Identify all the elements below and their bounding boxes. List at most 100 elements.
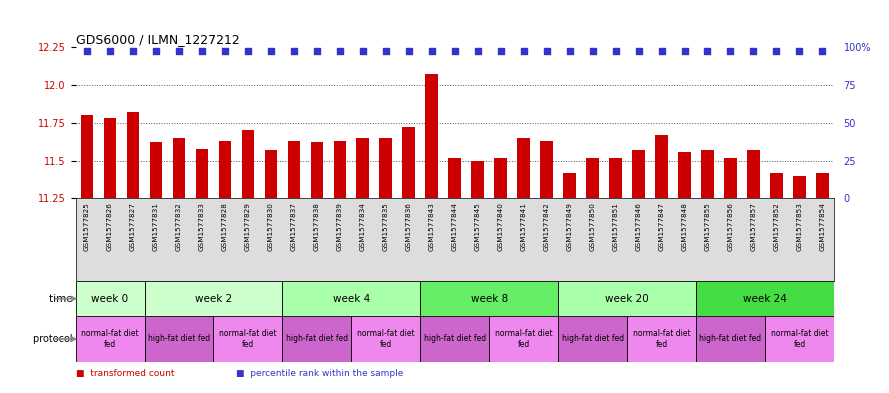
Text: GSM1577843: GSM1577843 bbox=[428, 203, 435, 252]
Bar bbox=[380, 138, 392, 198]
Point bbox=[241, 48, 255, 54]
Bar bbox=[104, 118, 116, 198]
Bar bbox=[145, 281, 283, 316]
Bar bbox=[172, 138, 185, 198]
Bar bbox=[76, 281, 145, 316]
Bar bbox=[696, 316, 765, 362]
Point bbox=[287, 48, 301, 54]
Bar bbox=[517, 138, 530, 198]
Text: week 2: week 2 bbox=[195, 294, 232, 304]
Text: GSM1577837: GSM1577837 bbox=[291, 203, 297, 252]
Text: GSM1577841: GSM1577841 bbox=[521, 203, 526, 252]
Text: week 20: week 20 bbox=[605, 294, 649, 304]
Text: GSM1577827: GSM1577827 bbox=[130, 203, 136, 252]
Text: GSM1577839: GSM1577839 bbox=[337, 203, 343, 252]
Point bbox=[448, 48, 462, 54]
Point bbox=[80, 48, 94, 54]
Text: GSM1577840: GSM1577840 bbox=[498, 203, 504, 252]
Bar bbox=[696, 281, 834, 316]
Bar bbox=[678, 152, 691, 198]
Point bbox=[470, 48, 485, 54]
Bar bbox=[420, 281, 558, 316]
Text: GSM1577826: GSM1577826 bbox=[107, 203, 113, 252]
Text: GSM1577855: GSM1577855 bbox=[704, 203, 710, 252]
Text: ■  percentile rank within the sample: ■ percentile rank within the sample bbox=[236, 369, 403, 378]
Bar bbox=[242, 130, 254, 198]
Point bbox=[563, 48, 577, 54]
Point bbox=[724, 48, 738, 54]
Point bbox=[103, 48, 117, 54]
Bar bbox=[219, 141, 231, 198]
Text: high-fat diet fed: high-fat diet fed bbox=[424, 334, 485, 343]
Point bbox=[264, 48, 278, 54]
Point bbox=[218, 48, 232, 54]
Text: protocol: protocol bbox=[33, 334, 76, 344]
Text: week 24: week 24 bbox=[743, 294, 787, 304]
Text: GSM1577831: GSM1577831 bbox=[153, 203, 159, 252]
Point bbox=[654, 48, 669, 54]
Bar bbox=[816, 173, 829, 198]
Bar bbox=[149, 143, 163, 198]
Text: GSM1577847: GSM1577847 bbox=[659, 203, 665, 252]
Text: high-fat diet fed: high-fat diet fed bbox=[562, 334, 624, 343]
Text: high-fat diet fed: high-fat diet fed bbox=[285, 334, 348, 343]
Text: time: time bbox=[49, 294, 76, 304]
Bar bbox=[127, 112, 140, 198]
Point bbox=[309, 48, 324, 54]
Text: GSM1577829: GSM1577829 bbox=[244, 203, 251, 252]
Text: GSM1577850: GSM1577850 bbox=[589, 203, 596, 252]
Text: normal-fat diet
fed: normal-fat diet fed bbox=[219, 329, 276, 349]
Text: GSM1577856: GSM1577856 bbox=[727, 203, 733, 252]
Bar bbox=[310, 143, 324, 198]
Text: week 4: week 4 bbox=[332, 294, 370, 304]
Text: GSM1577854: GSM1577854 bbox=[820, 203, 825, 252]
Bar bbox=[213, 316, 283, 362]
Bar bbox=[632, 150, 645, 198]
Bar bbox=[747, 150, 760, 198]
Bar bbox=[287, 141, 300, 198]
Bar bbox=[609, 158, 622, 198]
Text: GSM1577845: GSM1577845 bbox=[475, 203, 481, 252]
Bar bbox=[333, 141, 346, 198]
Bar bbox=[725, 158, 737, 198]
Bar bbox=[793, 176, 805, 198]
Text: normal-fat diet
fed: normal-fat diet fed bbox=[357, 329, 414, 349]
Bar bbox=[426, 74, 438, 198]
Point bbox=[517, 48, 531, 54]
Text: GSM1577836: GSM1577836 bbox=[405, 203, 412, 252]
Bar bbox=[489, 316, 558, 362]
Text: GSM1577844: GSM1577844 bbox=[452, 203, 458, 252]
Bar bbox=[471, 161, 484, 198]
Point bbox=[332, 48, 347, 54]
Text: GSM1577830: GSM1577830 bbox=[268, 203, 274, 252]
Text: GSM1577833: GSM1577833 bbox=[199, 203, 205, 252]
Point bbox=[356, 48, 370, 54]
Bar bbox=[351, 316, 420, 362]
Bar bbox=[76, 316, 145, 362]
Bar bbox=[586, 158, 599, 198]
Text: GSM1577834: GSM1577834 bbox=[360, 203, 365, 252]
Point bbox=[792, 48, 806, 54]
Point bbox=[701, 48, 715, 54]
Point bbox=[608, 48, 622, 54]
Point bbox=[148, 48, 163, 54]
Point bbox=[195, 48, 209, 54]
Bar bbox=[196, 149, 208, 198]
Text: normal-fat diet
fed: normal-fat diet fed bbox=[81, 329, 139, 349]
Bar bbox=[770, 173, 782, 198]
Bar bbox=[558, 281, 696, 316]
Point bbox=[677, 48, 692, 54]
Text: GSM1577848: GSM1577848 bbox=[682, 203, 687, 252]
Point bbox=[586, 48, 600, 54]
Bar bbox=[494, 158, 507, 198]
Bar bbox=[403, 127, 415, 198]
Point bbox=[540, 48, 554, 54]
Text: GSM1577851: GSM1577851 bbox=[613, 203, 619, 252]
Bar bbox=[283, 316, 351, 362]
Point bbox=[379, 48, 393, 54]
Text: normal-fat diet
fed: normal-fat diet fed bbox=[771, 329, 829, 349]
Bar bbox=[558, 316, 627, 362]
Text: GDS6000 / ILMN_1227212: GDS6000 / ILMN_1227212 bbox=[76, 33, 239, 46]
Point bbox=[172, 48, 186, 54]
Text: high-fat diet fed: high-fat diet fed bbox=[148, 334, 210, 343]
